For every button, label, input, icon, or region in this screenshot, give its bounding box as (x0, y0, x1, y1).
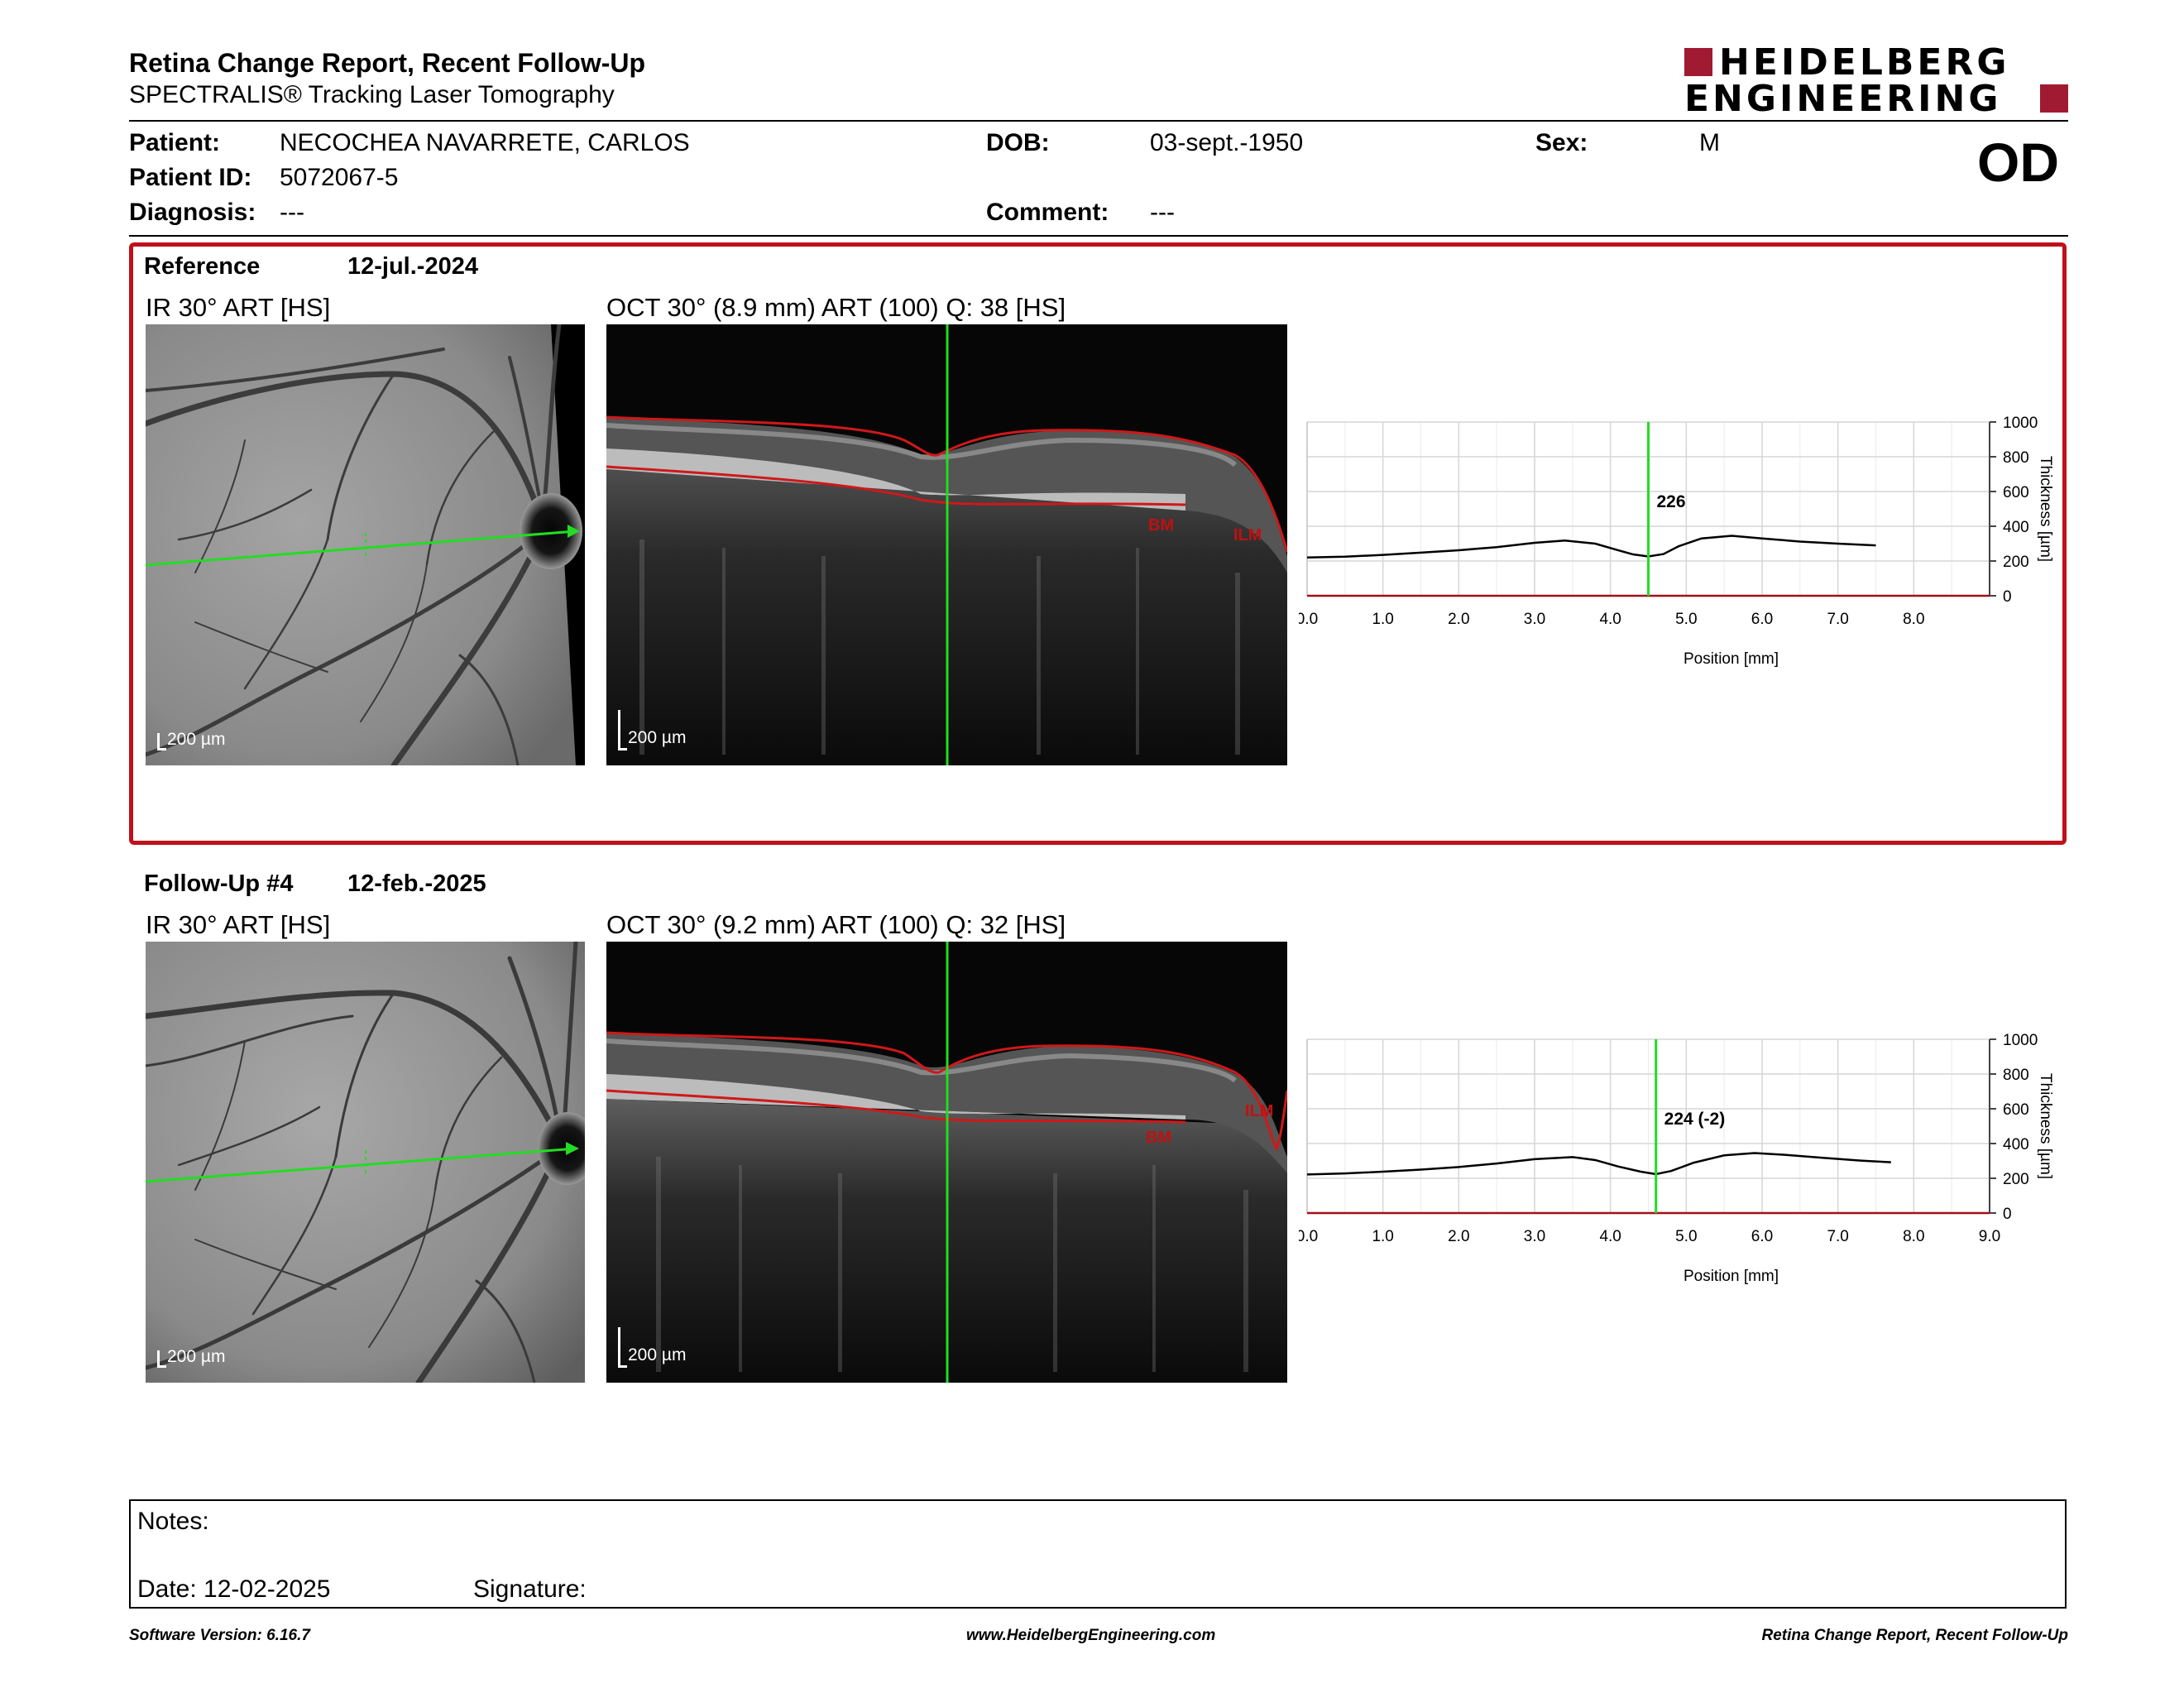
x-tick-label: 3.0 (1524, 1228, 1545, 1245)
y-tick-label: 800 (2003, 1067, 2029, 1084)
logo-line-1: HEIDELBERG (1719, 41, 2010, 84)
x-tick-label: 5.0 (1675, 1228, 1697, 1245)
y-tick-label: 800 (2003, 449, 2029, 467)
x-tick-label: 0.0 (1299, 1228, 1318, 1245)
logo-square-icon (2040, 84, 2068, 113)
marker-value-label: 226 (1657, 492, 1686, 511)
y-tick-label: 0 (2003, 588, 2012, 606)
followup-thickness-chart: 0 200 400 600 800 1000 0.0 1.0 2.0 3.0 4.0 5.0 6.0 7.… (1296, 1031, 2060, 1296)
comment-label: Comment: (986, 199, 1109, 226)
x-tick-label: 8.0 (1903, 1228, 1924, 1245)
sex-label: Sex: (1535, 129, 1588, 156)
followup-oct-image: BM ILM 200 µm (606, 942, 1287, 1383)
x-tick-label: 1.0 (1372, 611, 1393, 628)
thickness-series-line (1306, 1152, 1891, 1176)
eye-indicator: OD (1977, 132, 2059, 193)
y-tick-label: 0 (2003, 1206, 2012, 1223)
marker-value-label: 224 (-2) (1664, 1110, 1726, 1129)
x-tick-label: 3.0 (1524, 611, 1545, 628)
y-axis-label: Thickness [µm] (2037, 456, 2054, 562)
reference-ir-image: 200 µm (146, 324, 585, 765)
patient-name-label: Patient: (129, 129, 221, 156)
scale-bar-icon (618, 1327, 627, 1368)
reference-fundus-drawing (146, 324, 585, 765)
x-axis-label: Position [mm] (1684, 1268, 1779, 1285)
reference-date: 12-jul.-2024 (347, 253, 478, 280)
followup-oct-title: OCT 30° (9.2 mm) ART (100) Q: 32 [HS] (606, 910, 1066, 939)
y-tick-label: 600 (2003, 1101, 2029, 1119)
y-tick-label: 200 (2003, 1171, 2029, 1188)
scale-bar-icon (157, 1350, 166, 1368)
patient-divider (129, 235, 2068, 237)
reference-oct-image: BM ILM 200 µm (606, 324, 1287, 765)
thickness-series-line (1306, 535, 1876, 559)
logo-line-2: ENGINEERING (1684, 78, 2002, 120)
x-tick-label: 2.0 (1448, 1228, 1469, 1245)
x-axis-label: Position [mm] (1684, 650, 1779, 668)
y-tick-label: 1000 (2003, 415, 2038, 432)
notes-box[interactable]: Notes: Date: 12-02-2025 Signature: (129, 1499, 2067, 1609)
reference-thickness-chart: 0 200 400 600 800 1000 0.0 1.0 2.0 3.0 4.0 5.0 6.0 7.… (1296, 414, 2060, 679)
reference-ir-title: IR 30° ART [HS] (146, 293, 331, 322)
x-tick-label: 4.0 (1599, 1228, 1621, 1245)
reference-oct-scale-label: 200 µm (628, 728, 687, 747)
followup-bscan-drawing (606, 942, 1287, 1383)
reference-bm-label: BM (1148, 516, 1175, 535)
scale-bar-icon (618, 710, 627, 750)
y-axis-label: Thickness [µm] (2037, 1073, 2054, 1179)
x-tick-label: 2.0 (1448, 611, 1469, 628)
followup-ir-image: 200 µm (146, 942, 585, 1383)
comment-value: --- (1150, 199, 1175, 226)
diagnosis-label: Diagnosis: (129, 199, 256, 226)
footer-website[interactable]: www.HeidelbergEngineering.com (966, 1627, 1216, 1644)
footer-software-version: Software Version: 6.16.7 (129, 1627, 310, 1644)
patient-id-label: Patient ID: (129, 164, 252, 191)
x-tick-label: 5.0 (1675, 611, 1697, 628)
y-tick-label: 400 (2003, 519, 2029, 536)
followup-date: 12-feb.-2025 (347, 870, 486, 897)
followup-oct-scale-label: 200 µm (628, 1345, 687, 1364)
followup-ilm-label: ILM (1245, 1102, 1274, 1120)
reference-ir-scale-label: 200 µm (167, 730, 226, 749)
date-label: Date: 12-02-2025 (137, 1575, 331, 1603)
followup-ir-title: IR 30° ART [HS] (146, 910, 331, 939)
x-tick-label: 6.0 (1751, 611, 1773, 628)
x-tick-label: 7.0 (1827, 1228, 1848, 1245)
followup-label: Follow-Up #4 (144, 870, 294, 897)
signature-label: Signature: (473, 1575, 587, 1603)
report-subtitle: SPECTRALIS® Tracking Laser Tomography (129, 81, 615, 108)
diagnosis-value: --- (280, 199, 304, 226)
header-divider (129, 120, 2068, 122)
logo-square-icon (1684, 48, 1712, 76)
dob-value: 03-sept.-1950 (1150, 129, 1304, 156)
y-tick-label: 600 (2003, 484, 2029, 501)
followup-fundus-drawing (146, 942, 585, 1383)
followup-ir-scale-label: 200 µm (167, 1347, 226, 1366)
x-tick-label: 4.0 (1599, 611, 1621, 628)
x-tick-label: 1.0 (1372, 1228, 1393, 1245)
footer-report-name: Retina Change Report, Recent Follow-Up (1761, 1627, 2068, 1644)
reference-label: Reference (144, 253, 261, 280)
y-tick-label: 200 (2003, 554, 2029, 571)
x-tick-label: 7.0 (1827, 611, 1848, 628)
y-tick-label: 400 (2003, 1136, 2029, 1153)
heidelberg-logo: HEIDELBERG ENGINEERING (1684, 41, 2068, 120)
followup-bm-label: BM (1146, 1129, 1172, 1147)
sex-value: M (1699, 129, 1720, 156)
x-tick-label: 0.0 (1299, 611, 1318, 628)
report-title: Retina Change Report, Recent Follow-Up (129, 48, 646, 78)
dob-label: DOB: (986, 129, 1050, 156)
reference-oct-title: OCT 30° (8.9 mm) ART (100) Q: 38 [HS] (606, 293, 1066, 322)
patient-id: 5072067-5 (280, 164, 399, 191)
reference-bscan-drawing (606, 324, 1287, 765)
reference-ilm-label: ILM (1233, 526, 1262, 544)
x-tick-label: 6.0 (1751, 1228, 1773, 1245)
scale-bar-icon (157, 733, 166, 750)
x-tick-label: 8.0 (1903, 611, 1924, 628)
reference-frame (129, 242, 2067, 845)
patient-name: NECOCHEA NAVARRETE, CARLOS (280, 129, 690, 156)
notes-label: Notes: (137, 1508, 209, 1535)
y-tick-label: 1000 (2003, 1032, 2038, 1049)
x-tick-label: 9.0 (1979, 1228, 2000, 1245)
